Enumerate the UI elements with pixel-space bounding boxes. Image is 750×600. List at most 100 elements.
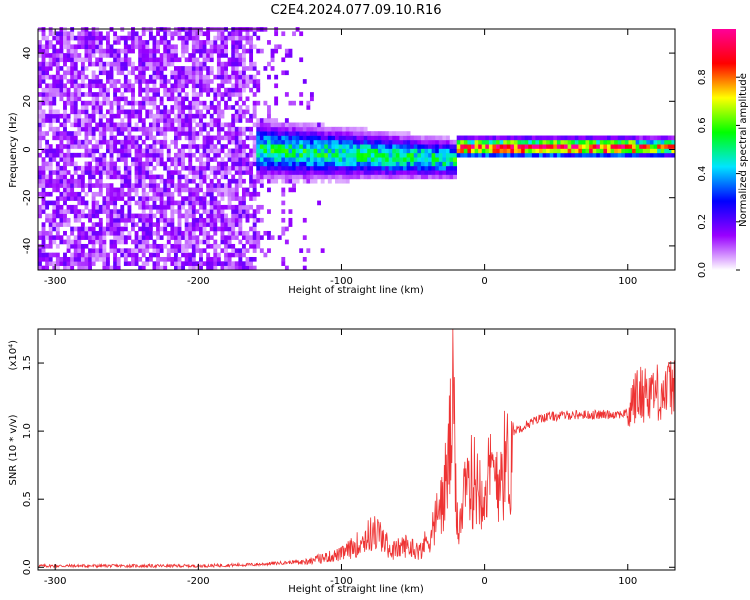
heatmap-cell	[410, 157, 415, 162]
heatmap-cell	[141, 118, 146, 123]
heatmap-cell	[173, 139, 178, 145]
heatmap-cell	[521, 139, 525, 145]
heatmap-cell	[159, 187, 164, 193]
heatmap-cell	[342, 148, 347, 154]
heatmap-cell	[216, 213, 221, 219]
heatmap-cell	[206, 48, 211, 54]
heatmap-cell	[152, 204, 157, 210]
heatmap-cell	[109, 109, 114, 115]
heatmap-cell	[317, 170, 322, 175]
heatmap-cell	[59, 170, 64, 175]
heatmap-cell	[238, 222, 243, 227]
heatmap-cell	[141, 209, 146, 214]
heatmap-cell	[95, 79, 100, 84]
heatmap-cell	[141, 57, 146, 63]
heatmap-cell	[156, 174, 160, 180]
heatmap-cell	[184, 57, 189, 63]
heatmap-cell	[170, 105, 175, 110]
heatmap-cell	[98, 235, 103, 240]
heatmap-cell	[224, 144, 228, 149]
heatmap-cell	[173, 100, 178, 106]
heatmap-cell	[381, 148, 386, 154]
heatmap-cell	[63, 170, 67, 175]
heatmap-cell	[385, 148, 390, 154]
spectrogram-y-label: Frequency (Hz)	[8, 112, 19, 188]
heatmap-cell	[628, 139, 633, 145]
heatmap-cell	[191, 83, 196, 89]
heatmap-cell	[227, 183, 232, 188]
heatmap-cell	[209, 122, 214, 128]
heatmap-cell	[80, 230, 85, 236]
heatmap-cell	[156, 74, 160, 80]
heatmap-cell	[84, 66, 89, 71]
heatmap-cell	[120, 92, 125, 97]
heatmap-cell	[109, 61, 114, 67]
heatmap-cell	[84, 265, 89, 271]
heatmap-cell	[195, 35, 200, 41]
colorbar-tick-label: 0.6	[697, 117, 708, 133]
heatmap-cell	[141, 96, 146, 102]
heatmap-cell	[249, 196, 254, 201]
heatmap-cell	[238, 70, 243, 76]
heatmap-cell	[252, 217, 257, 223]
heatmap-cell	[252, 139, 257, 145]
heatmap-cell	[77, 92, 82, 97]
heatmap-cell	[256, 209, 261, 214]
heatmap-cell	[48, 74, 53, 80]
heatmap-cell	[195, 40, 200, 45]
heatmap-cell	[270, 118, 275, 123]
heatmap-cell	[234, 92, 239, 97]
heatmap-cell	[249, 239, 254, 245]
heatmap-cell	[238, 109, 243, 115]
heatmap-cell	[120, 204, 125, 210]
heatmap-cell	[306, 126, 311, 132]
heatmap-cell	[123, 183, 128, 188]
heatmap-cell	[80, 126, 85, 132]
heatmap-cell	[59, 66, 64, 71]
heatmap-cell	[539, 148, 543, 154]
heatmap-cell	[456, 152, 461, 158]
heatmap-cell	[38, 118, 42, 123]
heatmap-cell	[428, 174, 432, 180]
heatmap-cell	[245, 35, 250, 41]
heatmap-cell	[95, 100, 100, 106]
heatmap-cell	[274, 122, 279, 128]
heatmap-cell	[191, 118, 196, 123]
heatmap-cell	[653, 148, 658, 154]
heatmap-cell	[166, 252, 171, 258]
heatmap-cell	[77, 183, 82, 188]
heatmap-cell	[241, 261, 246, 266]
heatmap-cell	[148, 178, 153, 184]
heatmap-cell	[403, 148, 407, 154]
heatmap-cell	[45, 265, 50, 271]
heatmap-cell	[109, 265, 114, 271]
heatmap-cell	[45, 48, 50, 54]
heatmap-cell	[292, 144, 296, 149]
heatmap-cell	[238, 226, 243, 232]
heatmap-cell	[123, 144, 128, 149]
heatmap-cell	[166, 61, 171, 67]
heatmap-cell	[109, 131, 114, 136]
heatmap-cell	[199, 174, 203, 180]
heatmap-cell	[102, 87, 107, 93]
heatmap-cell	[241, 209, 246, 214]
heatmap-cell	[374, 139, 379, 145]
heatmap-cell	[320, 161, 325, 167]
heatmap-cell	[73, 170, 78, 175]
heatmap-cell	[159, 235, 164, 240]
heatmap-cell	[349, 161, 354, 167]
heatmap-cell	[428, 144, 432, 149]
heatmap-cell	[116, 222, 121, 227]
heatmap-cell	[327, 144, 332, 149]
heatmap-cell	[52, 87, 57, 93]
heatmap-cell	[413, 165, 418, 171]
heatmap-cell	[148, 174, 153, 180]
heatmap-cell	[41, 135, 46, 141]
heatmap-cell	[249, 53, 254, 58]
heatmap-cell	[202, 230, 207, 236]
heatmap-cell	[381, 144, 386, 149]
heatmap-cell	[259, 161, 264, 167]
heatmap-cell	[73, 100, 78, 106]
heatmap-cell	[127, 200, 132, 206]
heatmap-cell	[206, 79, 211, 84]
